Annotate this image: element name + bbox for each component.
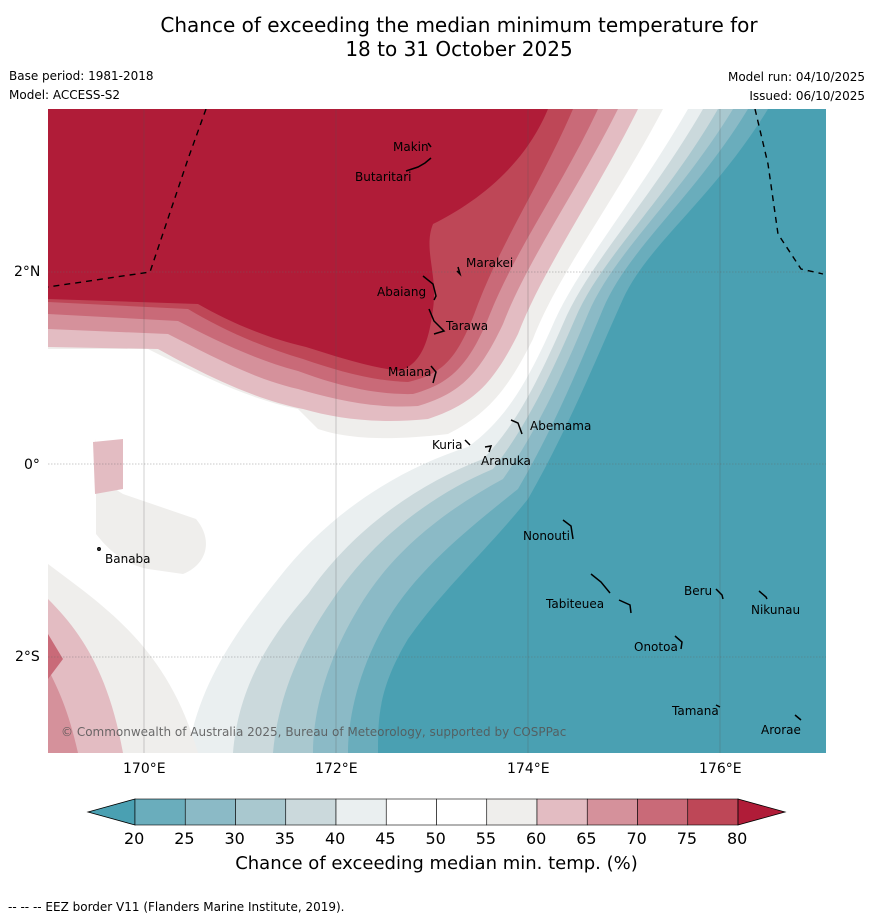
base-period: Base period: 1981-2018 (9, 69, 154, 83)
lat-label-0: 0° (24, 457, 40, 473)
colorbar-cell (436, 798, 488, 826)
colorbar-cell (586, 798, 638, 826)
colorbar-cell (385, 798, 437, 826)
colorbar-cell (687, 798, 739, 826)
eez-footnote: -- -- -- EEZ border V11 (Flanders Marine… (8, 900, 345, 914)
place-labels: Makin Butaritari Marakei Abaiang Tarawa … (105, 140, 801, 737)
label-aranuka: Aranuka (481, 454, 531, 468)
colorbar-tick-label: 75 (676, 829, 698, 848)
island-abaiang (422, 275, 437, 301)
label-tarawa: Tarawa (445, 319, 488, 333)
islands (97, 142, 802, 721)
island-butaritari (405, 157, 432, 172)
colorbar-tick-label: 55 (475, 829, 497, 848)
model-run-date: Model run: 04/10/2025 (727, 70, 865, 84)
colorbar-tick-label: 30 (224, 829, 245, 848)
lon-label-176e: 176°E (699, 761, 742, 777)
label-butaritari: Butaritari (355, 170, 412, 184)
colorbar-high-extension (737, 798, 787, 826)
band-above-80 (48, 109, 548, 371)
chart-title-line2: 18 to 31 October 2025 (345, 37, 573, 61)
label-abemama: Abemama (530, 419, 591, 433)
eez-border (48, 109, 824, 288)
label-maiana: Maiana (388, 365, 431, 379)
island-maiana (430, 365, 437, 384)
colorbar-cell (134, 798, 186, 826)
island-abemama (510, 419, 523, 435)
colorbar-cell (486, 798, 538, 826)
label-makin: Makin (393, 140, 429, 154)
colorbar-tick-label: 50 (425, 829, 446, 848)
colorbar-low-extension (86, 798, 136, 826)
island-beru (715, 588, 724, 600)
eez-border-west (48, 109, 207, 288)
island-nonouti (562, 519, 574, 540)
contour-fill (48, 109, 826, 753)
label-nonouti: Nonouti (523, 529, 570, 543)
label-beru: Beru (684, 584, 712, 598)
issued-date: Issued: 06/10/2025 (749, 89, 865, 103)
lon-label-172e: 172°E (315, 761, 358, 777)
grid-lines (48, 271, 826, 658)
island-onotoa (674, 635, 683, 650)
island-arorae (794, 714, 802, 721)
colorbar-tick-label: 70 (626, 829, 647, 848)
lat-label-2s: 2°S (15, 649, 40, 665)
colorbar (86, 798, 787, 826)
label-banaba: Banaba (105, 552, 151, 566)
colorbar-tick-label: 65 (576, 829, 597, 848)
label-tabiteuea: Tabiteuea (545, 597, 604, 611)
colorbar-tick-label: 35 (274, 829, 296, 848)
label-tamana: Tamana (671, 704, 719, 718)
island-tamana (715, 704, 721, 708)
label-onotoa: Onotoa (634, 640, 678, 654)
island-tabiteuea (590, 573, 632, 614)
colorbar-cell (235, 798, 287, 826)
model-name: Model: ACCESS-S2 (9, 88, 121, 102)
island-banaba (97, 547, 101, 551)
island-aranuka (484, 445, 493, 453)
colorbar-tick-label: 25 (174, 829, 195, 848)
island-kuria (464, 439, 471, 446)
label-abaiang: Abaiang (377, 285, 426, 299)
colorbar-cell (335, 798, 387, 826)
copyright-credit: © Commonwealth of Australia 2025, Bureau… (61, 725, 566, 739)
colorbar-cell (184, 798, 236, 826)
colorbar-label: Chance of exceeding median min. temp. (%… (235, 853, 638, 874)
colorbar-tick-label: 20 (124, 829, 145, 848)
colorbar-cell (536, 798, 588, 826)
probability-map: Makin Butaritari Marakei Abaiang Tarawa … (48, 109, 826, 753)
colorbar-cells (134, 798, 739, 826)
chart-title-line1: Chance of exceeding the median minimum t… (160, 13, 758, 37)
lon-label-174e: 174°E (507, 761, 550, 777)
label-marakei: Marakei (466, 256, 513, 270)
lat-label-2n: 2°N (14, 264, 41, 280)
island-tarawa (428, 308, 446, 335)
eez-border-east (754, 109, 824, 275)
island-nikunau (758, 590, 768, 600)
label-arorae: Arorae (761, 723, 801, 737)
colorbar-tick-label: 45 (375, 829, 396, 848)
colorbar-tick-label: 80 (727, 829, 748, 848)
colorbar-tick-label: 60 (526, 829, 547, 848)
grid-lines-lon (143, 109, 721, 753)
colorbar-cell (285, 798, 337, 826)
label-kuria: Kuria (432, 438, 463, 452)
island-makin (427, 142, 432, 148)
island-marakei (456, 266, 462, 277)
lon-label-170e: 170°E (123, 761, 166, 777)
colorbar-tick-label: 40 (325, 829, 346, 848)
colorbar-cell (637, 798, 689, 826)
label-nikunau: Nikunau (751, 603, 800, 617)
